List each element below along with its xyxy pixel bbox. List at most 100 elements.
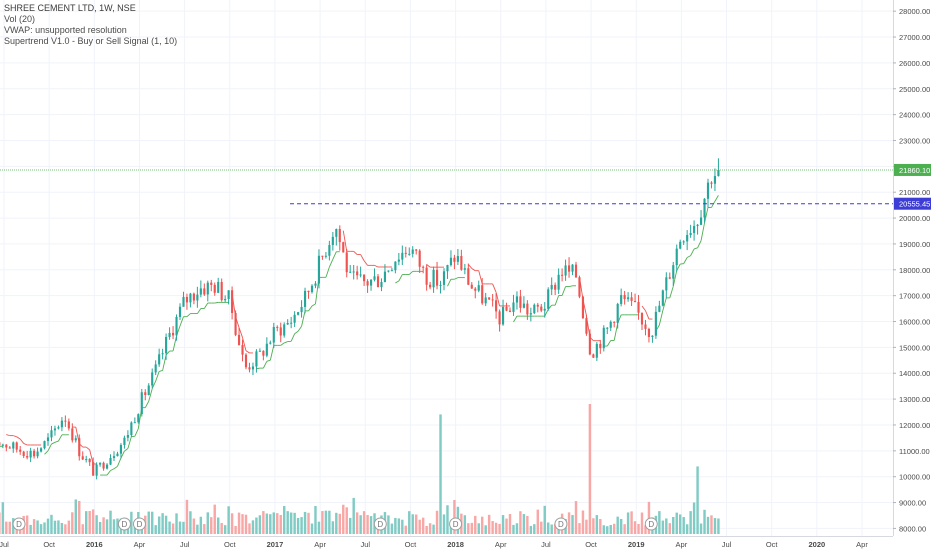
volume-bar: [0, 512, 1, 534]
candle: [373, 268, 375, 281]
supertrend-segment: [17, 437, 20, 439]
legend-supertrend[interactable]: Supertrend V1.0 - Buy or Sell Signal (1,…: [4, 36, 177, 47]
candle-body: [273, 327, 275, 343]
candle-body: [457, 256, 459, 262]
volume-bar: [269, 514, 271, 534]
candle: [540, 304, 542, 312]
volume-bar: [47, 519, 49, 534]
candle: [37, 448, 39, 459]
candle-body: [384, 272, 386, 282]
candle-body: [353, 271, 355, 272]
volume-bar: [568, 512, 570, 534]
volume-bar: [696, 466, 698, 534]
time-tick-label: 2019: [628, 540, 645, 549]
volume-bar: [547, 523, 549, 534]
candle-body: [412, 249, 414, 253]
dividend-marker[interactable]: D: [374, 518, 386, 530]
candle-body: [363, 275, 365, 282]
volume-bar: [582, 510, 584, 534]
supertrend-segment: [447, 279, 450, 286]
legend-vwap[interactable]: VWAP: unsupported resolution: [4, 25, 177, 36]
candle-body: [700, 217, 702, 224]
legend-volume[interactable]: Vol (20): [4, 14, 177, 25]
dividend-marker[interactable]: D: [118, 518, 130, 530]
price-tick-label: 28000.00: [899, 7, 930, 16]
candle-body: [551, 285, 553, 289]
volume-bar: [686, 524, 688, 534]
candle: [509, 307, 511, 312]
volume-bar: [352, 498, 354, 534]
supertrend-segment: [135, 429, 138, 437]
candle-body: [505, 307, 507, 311]
volume-bar: [592, 518, 594, 534]
volume-bar: [286, 511, 288, 534]
candle-body: [231, 290, 233, 313]
supertrend-line: [0, 195, 718, 475]
supertrend-segment: [468, 264, 471, 268]
candle-body: [210, 283, 212, 285]
candle: [172, 326, 174, 339]
volume-bar: [186, 500, 188, 534]
candle: [505, 303, 507, 312]
volume-bar: [366, 515, 368, 534]
volume-bar: [495, 523, 497, 534]
dividend-marker[interactable]: D: [13, 518, 25, 530]
time-tick-label: Apr: [314, 540, 326, 549]
candle-body: [655, 312, 657, 336]
candle-body: [200, 288, 202, 294]
candle-body: [450, 258, 452, 265]
volume-bar: [484, 525, 486, 534]
volume-bar: [682, 517, 684, 534]
candle: [5, 444, 7, 451]
volume-bar: [227, 506, 229, 534]
candle: [248, 363, 250, 373]
volume-bar: [585, 520, 587, 534]
volume-bar: [50, 515, 52, 534]
candle: [276, 325, 278, 331]
volume-bar: [175, 513, 177, 534]
candle-body: [690, 233, 692, 235]
candle-body: [471, 285, 473, 289]
supertrend-segment: [173, 336, 176, 351]
volume-bar: [207, 512, 209, 534]
volume-bar: [717, 518, 719, 534]
volume-bar: [540, 522, 542, 534]
volume-bar: [241, 514, 243, 534]
candle-body: [311, 286, 313, 292]
volume-bar: [245, 515, 247, 534]
candle-body: [262, 351, 264, 356]
supertrend-segment: [670, 286, 673, 298]
candle: [387, 270, 389, 272]
volume-bar: [210, 517, 212, 534]
dividend-marker[interactable]: D: [450, 518, 462, 530]
candle: [457, 249, 459, 265]
candle-body: [433, 270, 435, 287]
legend-symbol-title[interactable]: SHREE CEMENT LTD, 1W, NSE: [4, 3, 177, 14]
candle-body: [561, 275, 563, 276]
dividend-marker[interactable]: D: [133, 518, 145, 530]
candle: [304, 288, 306, 314]
candle-body: [571, 265, 573, 272]
price-tick-label: 17000.00: [899, 292, 930, 301]
dividend-marker[interactable]: D: [645, 518, 657, 530]
candle-body: [453, 258, 455, 262]
candle-body: [196, 295, 198, 301]
volume-bar: [151, 512, 153, 534]
candle: [346, 249, 348, 277]
candle: [561, 268, 563, 281]
volume-bar: [603, 525, 605, 534]
volume-bar: [339, 514, 341, 534]
candle-body: [519, 296, 521, 307]
candle: [464, 264, 466, 274]
dividend-marker[interactable]: D: [555, 518, 567, 530]
candle-body: [599, 344, 601, 348]
supertrend-segment: [399, 275, 402, 281]
candle: [429, 282, 431, 289]
candle: [433, 267, 435, 293]
candle: [516, 291, 518, 309]
candle-body: [287, 323, 289, 324]
supertrend-segment: [684, 257, 687, 263]
supertrend-segment: [711, 201, 714, 207]
